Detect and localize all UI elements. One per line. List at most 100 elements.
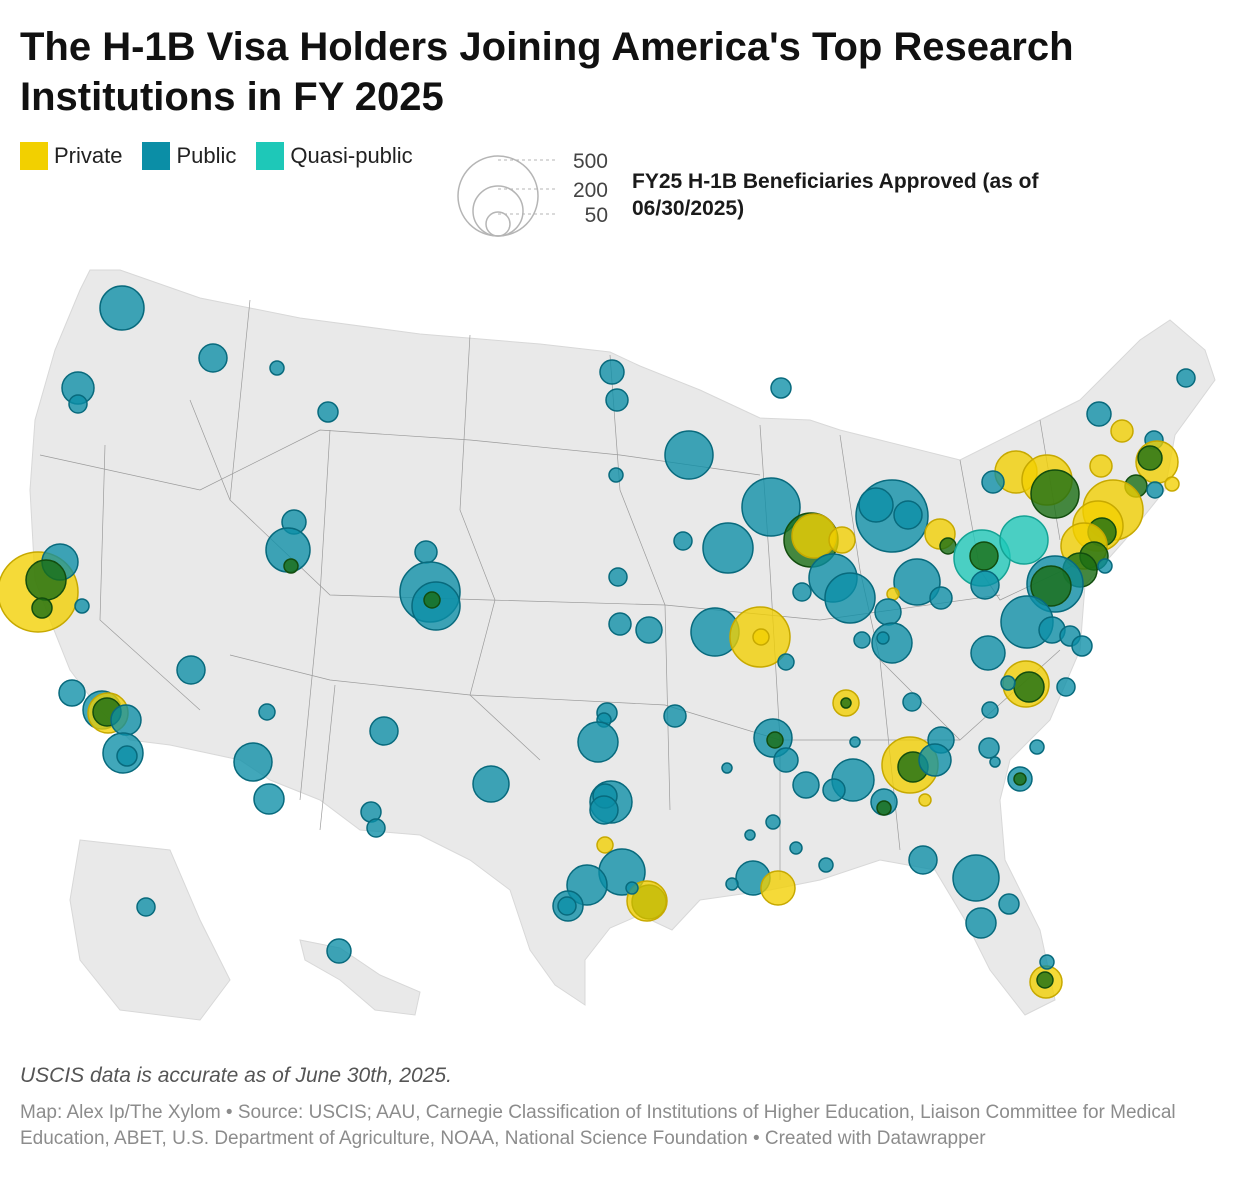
institution-bubble bbox=[822, 778, 846, 802]
institution-bubble bbox=[744, 829, 756, 841]
institution-bubble bbox=[1097, 558, 1113, 574]
institution-bubble bbox=[589, 795, 619, 825]
alaska-land bbox=[69, 839, 231, 1021]
institution-bubble bbox=[1086, 401, 1112, 427]
institution-bubble bbox=[886, 587, 900, 601]
institution-bubble bbox=[871, 622, 913, 664]
institution-bubble bbox=[58, 679, 86, 707]
institution-bubble bbox=[876, 800, 892, 816]
institution-bubble bbox=[74, 598, 90, 614]
institution-bubble bbox=[918, 793, 932, 807]
institution-bubble bbox=[902, 692, 922, 712]
institution-bubble bbox=[116, 745, 138, 767]
institution-bubble bbox=[789, 841, 803, 855]
institution-bubble bbox=[777, 653, 795, 671]
institution-bubble bbox=[1146, 481, 1164, 499]
institution-bubble bbox=[970, 635, 1006, 671]
institution-bubble bbox=[760, 870, 796, 906]
legend-item-public: Public bbox=[142, 142, 236, 170]
institution-bubble bbox=[673, 531, 693, 551]
institution-bubble bbox=[68, 394, 88, 414]
institution-bubble bbox=[1030, 565, 1072, 607]
institution-bubble bbox=[999, 515, 1049, 565]
institution-bubble bbox=[818, 857, 834, 873]
color-legend: Private Public Quasi-public bbox=[20, 142, 413, 170]
institution-bubbles bbox=[0, 285, 1196, 999]
institution-bubble bbox=[874, 598, 902, 626]
institution-bubble bbox=[981, 470, 1005, 494]
size-legend-label-500: 500 bbox=[573, 150, 608, 173]
size-legend: 500 200 50 bbox=[457, 150, 608, 237]
institution-bubble bbox=[1164, 476, 1180, 492]
institution-bubble bbox=[596, 836, 614, 854]
institution-bubble bbox=[725, 877, 739, 891]
institution-bubble bbox=[423, 591, 441, 609]
size-legend-circle-500 bbox=[457, 155, 539, 237]
institution-bubble bbox=[664, 430, 714, 480]
institution-bubble bbox=[876, 631, 890, 645]
institution-bubble bbox=[952, 854, 1000, 902]
institution-bubble bbox=[1071, 635, 1093, 657]
institution-bubble bbox=[824, 572, 876, 624]
institution-bubble bbox=[893, 500, 923, 530]
size-legend-label-50: 50 bbox=[585, 204, 608, 227]
legend-swatch-quasi-public bbox=[256, 142, 285, 170]
institution-bubble bbox=[599, 359, 625, 385]
size-legend-circle-50 bbox=[485, 211, 511, 237]
institution-bubble bbox=[849, 736, 861, 748]
institution-bubble bbox=[998, 893, 1020, 915]
institution-bubble bbox=[981, 701, 999, 719]
institution-bubble bbox=[1039, 954, 1055, 970]
institution-bubble bbox=[792, 582, 812, 602]
institution-bubble bbox=[663, 704, 687, 728]
institution-bubble bbox=[970, 570, 1000, 600]
institution-bubble bbox=[939, 537, 957, 555]
institution-bubble bbox=[908, 845, 938, 875]
institution-bubble bbox=[283, 558, 299, 574]
institution-bubble bbox=[893, 558, 941, 606]
institution-bubble bbox=[369, 716, 399, 746]
institution-bubble bbox=[1137, 445, 1163, 471]
institution-bubble bbox=[176, 655, 206, 685]
institution-bubble bbox=[1013, 671, 1045, 703]
institution-bubble bbox=[269, 360, 285, 376]
institution-bubble bbox=[472, 765, 510, 803]
institution-bubble bbox=[25, 559, 67, 601]
institution-bubble bbox=[770, 377, 792, 399]
institution-bubble bbox=[635, 616, 663, 644]
institution-bubble bbox=[721, 762, 733, 774]
institution-bubble bbox=[110, 704, 142, 736]
institution-bubble bbox=[1089, 454, 1113, 478]
legend-label-public: Public bbox=[176, 143, 237, 168]
size-legend-label-200: 200 bbox=[573, 179, 608, 202]
institution-bubble bbox=[1176, 368, 1196, 388]
institution-bubble bbox=[317, 401, 339, 423]
institution-bubble bbox=[766, 731, 784, 749]
legend-swatch-private bbox=[20, 142, 48, 170]
size-legend-circle-200 bbox=[472, 185, 524, 237]
legend-label-private: Private bbox=[54, 143, 123, 168]
source-credit: Map: Alex Ip/The Xylom • Source: USCIS; … bbox=[20, 1102, 1176, 1149]
chart-title: The H-1B Visa Holders Joining America's … bbox=[20, 25, 1074, 119]
legend-item-private: Private bbox=[20, 142, 122, 170]
institution-bubble bbox=[608, 612, 632, 636]
institution-bubble bbox=[608, 467, 624, 483]
institution-bubble bbox=[773, 747, 799, 773]
institution-bubble bbox=[198, 343, 228, 373]
institution-bubble bbox=[608, 567, 628, 587]
institution-bubble bbox=[828, 526, 856, 554]
institution-bubble bbox=[233, 742, 273, 782]
institution-bubble bbox=[366, 818, 386, 838]
institution-bubble bbox=[1056, 677, 1076, 697]
institution-bubble bbox=[965, 907, 997, 939]
institution-bubble bbox=[31, 597, 53, 619]
institution-bubble bbox=[1036, 971, 1054, 989]
institution-bubble bbox=[969, 541, 999, 571]
institution-bubble bbox=[253, 783, 285, 815]
legend-item-quasi-public: Quasi-public bbox=[256, 142, 413, 170]
us-map bbox=[0, 269, 1216, 1021]
institution-bubble bbox=[1110, 419, 1134, 443]
data-note: USCIS data is accurate as of June 30th, … bbox=[20, 1064, 452, 1087]
institution-bubble bbox=[577, 721, 619, 763]
institution-bubble bbox=[765, 814, 781, 830]
